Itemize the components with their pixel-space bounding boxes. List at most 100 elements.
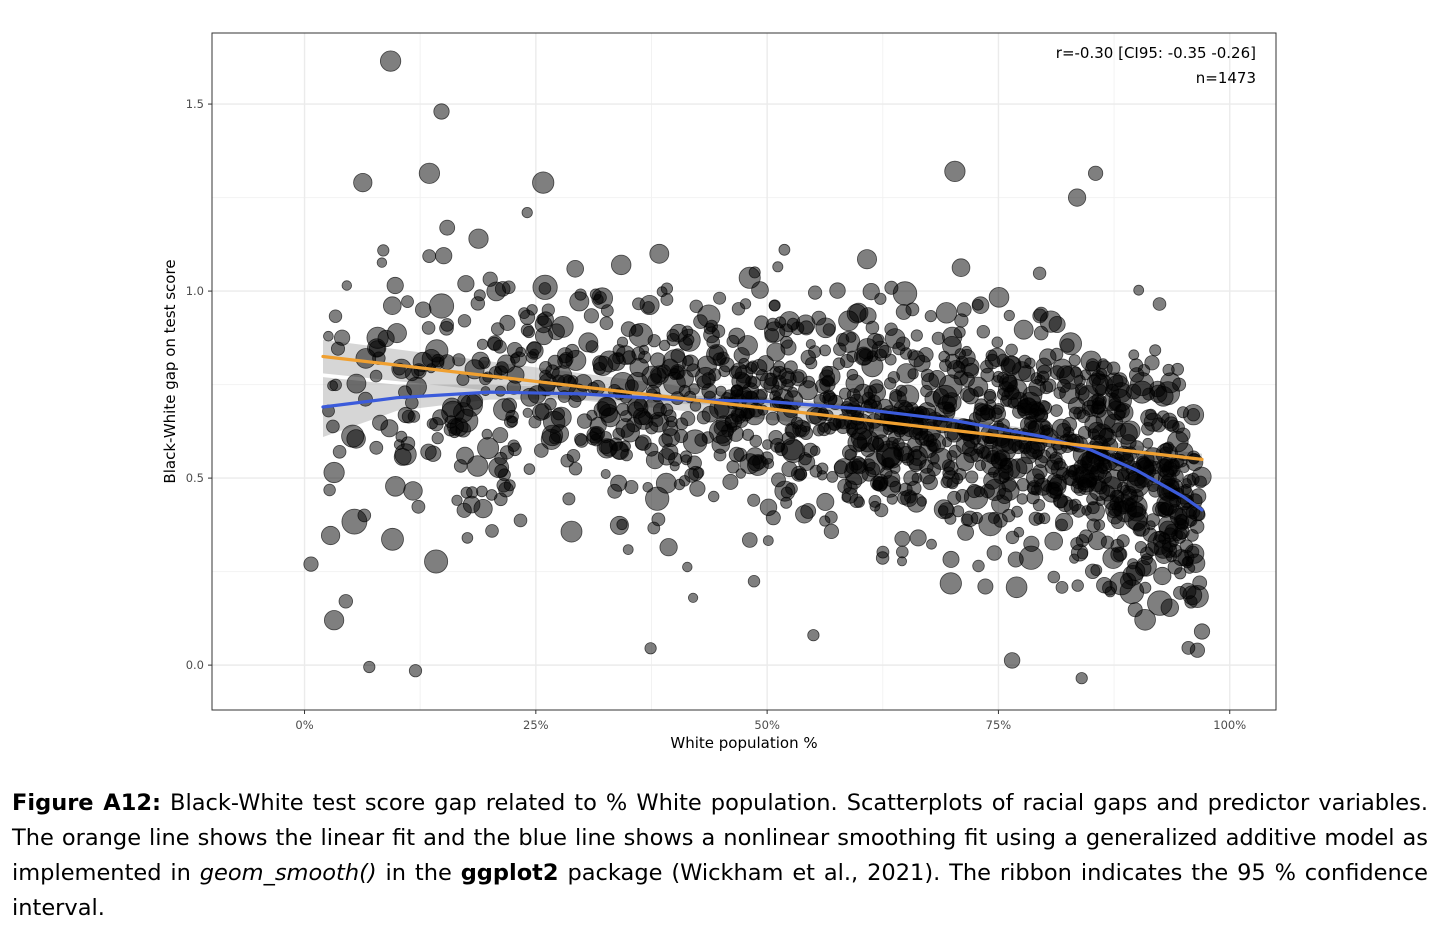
data-point: [713, 291, 727, 305]
data-point: [819, 515, 831, 527]
data-point: [532, 171, 555, 194]
data-point: [928, 441, 939, 452]
data-point: [328, 309, 343, 323]
data-point: [1044, 459, 1060, 475]
data-point: [506, 341, 523, 358]
data-point: [589, 288, 602, 301]
data-point: [320, 525, 341, 546]
data-point: [1157, 502, 1173, 518]
data-point: [485, 489, 498, 501]
data-point: [358, 391, 373, 407]
data-point: [494, 361, 509, 376]
data-point: [942, 466, 956, 480]
data-point: [491, 322, 505, 336]
data-point: [473, 498, 493, 519]
data-point: [980, 483, 995, 499]
data-point: [369, 440, 384, 455]
data-point: [884, 328, 906, 349]
y-axis-ticks: 0.0 0.5 1.0 1.5: [186, 97, 212, 672]
data-point: [600, 304, 614, 318]
data-point: [1011, 505, 1023, 518]
data-point: [1179, 582, 1197, 600]
linear-fit-line: [321, 354, 1204, 461]
data-point: [346, 429, 366, 449]
data-point: [303, 556, 319, 572]
data-point: [829, 282, 846, 299]
data-point: [357, 508, 372, 523]
data-point: [385, 475, 406, 497]
data-point: [967, 483, 982, 499]
data-point: [473, 289, 486, 302]
data-point: [1190, 488, 1207, 505]
y-tick-label: 0.5: [186, 471, 204, 485]
data-point: [837, 330, 861, 353]
data-point: [353, 173, 373, 193]
data-point: [865, 320, 880, 335]
data-point: [647, 521, 661, 535]
data-point: [920, 368, 935, 383]
data-point: [407, 410, 421, 423]
data-point: [780, 437, 804, 461]
data-point: [1069, 553, 1080, 564]
data-point: [1147, 590, 1173, 616]
data-point: [609, 515, 629, 535]
data-point: [477, 437, 500, 460]
data-point: [852, 436, 868, 452]
data-point: [424, 549, 449, 574]
data-point: [574, 288, 587, 301]
data-point: [811, 310, 827, 326]
data-point: [656, 364, 671, 379]
data-point: [853, 383, 874, 404]
x-axis-ticks: 0% 25% 50% 75% 100%: [295, 710, 1246, 732]
data-point: [1001, 387, 1022, 408]
data-point: [453, 402, 474, 423]
data-point: [1013, 526, 1025, 538]
data-point: [431, 432, 444, 445]
data-point: [508, 442, 522, 457]
data-point: [557, 353, 573, 369]
data-point: [978, 512, 1003, 537]
data-point: [916, 496, 928, 507]
data-point: [506, 380, 522, 395]
data-point: [1003, 355, 1022, 375]
data-point: [807, 629, 820, 642]
data-point: [1028, 511, 1043, 526]
data-point: [816, 462, 829, 475]
data-point: [1050, 347, 1064, 361]
data-point: [541, 424, 564, 447]
data-point: [431, 353, 445, 368]
data-point: [1086, 518, 1101, 533]
data-point: [660, 403, 674, 417]
data-point: [568, 462, 583, 476]
data-point: [924, 309, 937, 323]
data-point: [411, 499, 426, 514]
x-tick-label: 75%: [986, 718, 1012, 732]
data-point: [642, 481, 654, 493]
data-point: [1102, 580, 1118, 596]
data-point: [1181, 641, 1196, 655]
data-point: [393, 447, 412, 466]
data-point: [724, 414, 739, 429]
data-point: [766, 342, 786, 362]
data-point: [1124, 505, 1149, 531]
data-point: [726, 460, 740, 474]
data-point: [807, 285, 823, 300]
data-point: [476, 338, 489, 350]
data-point: [620, 448, 633, 462]
data-point: [420, 443, 437, 461]
data-point: [439, 320, 454, 336]
data-point: [820, 366, 841, 387]
data-point: [708, 345, 725, 361]
data-point: [808, 345, 822, 359]
data-point: [662, 420, 679, 437]
data-point: [988, 466, 999, 478]
data-point: [332, 444, 347, 459]
data-point: [1090, 401, 1107, 419]
data-point: [1079, 529, 1093, 544]
data-point: [790, 321, 805, 336]
data-point: [428, 293, 455, 319]
data-point: [832, 357, 846, 371]
data-point: [747, 454, 769, 476]
data-point: [1160, 372, 1181, 394]
data-point: [1068, 188, 1087, 207]
